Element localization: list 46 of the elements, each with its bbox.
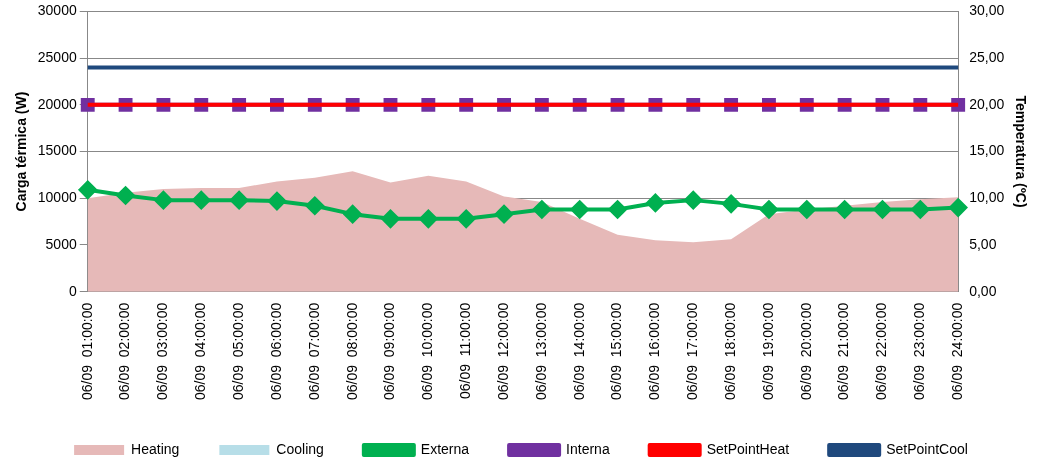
x-tick-label: 06/09 08:00:00 — [343, 302, 360, 400]
legend-label: Externa — [420, 440, 470, 457]
x-tick-label: 06/09 16:00:00 — [646, 302, 663, 400]
x-tick-label: 06/09 17:00:00 — [684, 302, 701, 400]
legend-label: Cooling — [276, 440, 324, 457]
y-tick-label: 0 — [68, 282, 77, 299]
y2-tick-label: 10,00 — [969, 189, 1005, 206]
x-tick-label: 06/09 14:00:00 — [570, 302, 587, 400]
y2-axis-title: Temperatura (ºC) — [1012, 95, 1029, 208]
x-tick-label: 06/09 24:00:00 — [949, 302, 966, 400]
y2-tick-label: 30,00 — [969, 2, 1005, 19]
x-tick-label: 06/09 05:00:00 — [229, 302, 246, 400]
y2-tick-label: 20,00 — [969, 95, 1005, 112]
x-tick-label: 06/09 13:00:00 — [532, 302, 549, 400]
x-tick-label: 06/09 03:00:00 — [154, 302, 171, 400]
y-tick-label: 15000 — [37, 142, 77, 159]
legend-label: Interna — [566, 440, 610, 457]
y-tick-label: 30000 — [37, 2, 77, 19]
x-tick-label: 06/09 10:00:00 — [419, 302, 436, 400]
x-tick-label: 06/09 04:00:00 — [192, 302, 209, 400]
legend-label: SetPointCool — [886, 440, 968, 457]
legend-label: Heating — [131, 440, 180, 457]
y-tick-label: 25000 — [37, 48, 77, 65]
x-tick-label: 06/09 23:00:00 — [911, 302, 928, 400]
x-tick-label: 06/09 12:00:00 — [494, 302, 511, 400]
x-tick-label: 06/09 18:00:00 — [721, 302, 738, 400]
x-tick-label: 06/09 11:00:00 — [457, 302, 474, 399]
y-tick-label: 5000 — [45, 235, 77, 252]
x-tick-label: 06/09 19:00:00 — [759, 302, 776, 400]
x-tick-label: 06/09 06:00:00 — [267, 302, 284, 400]
y2-tick-label: 5,00 — [969, 235, 997, 252]
x-tick-label: 06/09 15:00:00 — [608, 302, 625, 400]
y2-tick-label: 25,00 — [969, 48, 1005, 65]
x-tick-label: 06/09 01:00:00 — [78, 302, 95, 400]
x-tick-label: 06/09 07:00:00 — [305, 302, 322, 400]
y-tick-label: 20000 — [37, 95, 77, 112]
x-tick-label: 06/09 20:00:00 — [797, 302, 814, 400]
y2-tick-label: 15,00 — [969, 142, 1005, 159]
y-tick-label: 10000 — [37, 189, 77, 206]
x-tick-label: 06/09 22:00:00 — [873, 302, 890, 400]
x-tick-label: 06/09 02:00:00 — [116, 302, 133, 400]
y-axis-title: Carga térmica (W) — [13, 91, 30, 212]
y2-tick-label: 0,00 — [969, 282, 997, 299]
x-tick-label: 06/09 09:00:00 — [381, 302, 398, 400]
x-tick-label: 06/09 21:00:00 — [835, 302, 852, 400]
legend-label: SetPointHeat — [706, 440, 790, 457]
